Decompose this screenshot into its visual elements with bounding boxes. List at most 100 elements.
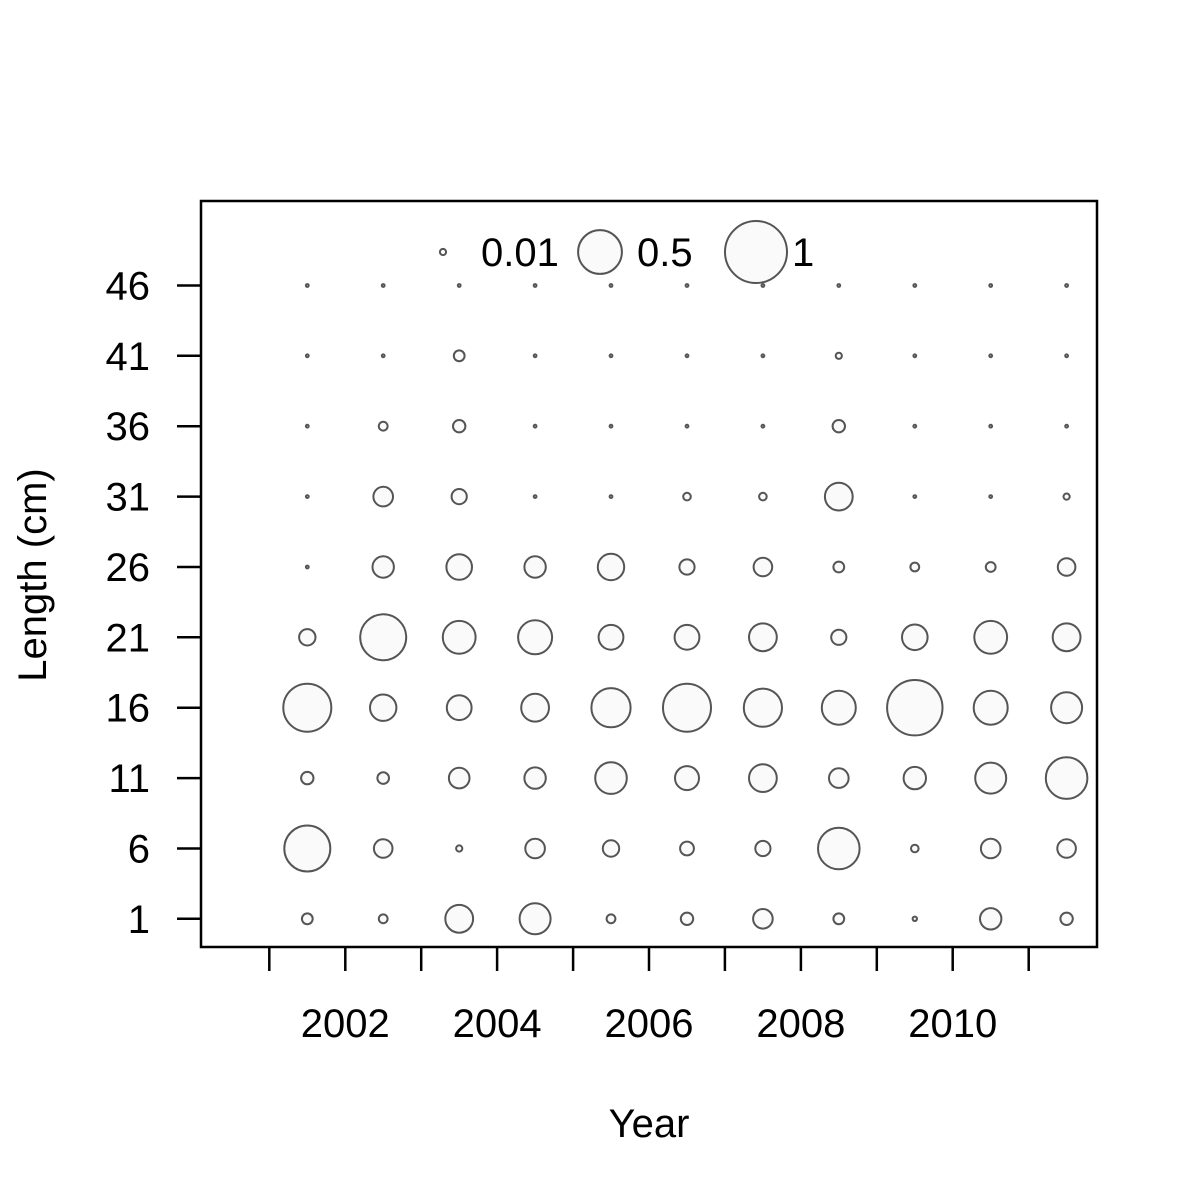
bubble-point <box>979 837 1002 860</box>
x-axis-title: Year <box>609 1102 690 1146</box>
bubble-point <box>520 692 550 723</box>
bubble-point <box>590 687 632 729</box>
bubble-point <box>304 283 310 288</box>
bubble-point <box>532 494 538 500</box>
bubble-point <box>605 913 617 925</box>
x-tick-label: 2004 <box>453 1002 542 1046</box>
bubble-point <box>523 555 547 579</box>
bubble-point <box>380 353 386 359</box>
bubble-point <box>283 824 332 873</box>
bubble-point <box>377 420 389 432</box>
bubble-point <box>1064 423 1069 429</box>
bubble-point <box>984 561 997 573</box>
bubble-point <box>912 353 918 359</box>
bubble-point <box>912 423 918 429</box>
bubble-point <box>973 619 1009 655</box>
bubble-point <box>912 494 918 500</box>
bubble-point <box>684 283 690 288</box>
x-tick-label: 2010 <box>908 1002 997 1046</box>
bubble-point <box>679 840 695 857</box>
y-tick-label: 16 <box>106 687 151 731</box>
bubble-point <box>979 907 1003 931</box>
legend-label: 0.5 <box>637 231 693 275</box>
x-tick-label: 2002 <box>301 1002 390 1046</box>
y-tick-label: 21 <box>106 616 151 660</box>
bubble-point <box>662 682 712 733</box>
y-tick-label: 26 <box>106 546 151 590</box>
bubble-point <box>911 915 918 922</box>
bubble-point <box>1059 911 1074 926</box>
y-tick-label: 11 <box>108 757 150 801</box>
bubble-point <box>682 491 692 502</box>
bubble-point <box>1062 492 1071 501</box>
bubble-point <box>376 771 391 785</box>
bubble-point <box>832 912 846 926</box>
legend: 0.01 0.5 1 <box>438 220 814 284</box>
bubble-point <box>455 844 464 853</box>
bubble-point <box>456 283 462 288</box>
bubble-point <box>594 761 628 795</box>
x-tick-label: 2008 <box>756 1002 845 1046</box>
bubble-point <box>972 689 1009 726</box>
bubble-point <box>828 767 850 789</box>
bubble-point <box>608 494 614 500</box>
bubble-point <box>912 283 918 288</box>
bubble-point <box>282 682 333 733</box>
bubble-point <box>524 837 546 860</box>
bubble-point <box>1050 691 1084 725</box>
bubble-point <box>304 564 310 570</box>
bubble-point <box>886 679 944 737</box>
bubble-point <box>518 902 552 936</box>
bubble-point <box>832 560 846 574</box>
bubble-point <box>752 908 774 930</box>
y-tick-label: 1 <box>128 898 150 942</box>
bubble-point <box>359 613 408 662</box>
bubble-point <box>679 911 695 926</box>
y-tick-label: 41 <box>106 335 151 379</box>
legend-bubble <box>438 247 448 257</box>
bubble-point <box>988 353 994 359</box>
bubble-point <box>902 765 927 791</box>
bubble-point <box>447 766 471 790</box>
bubble-layer <box>282 283 1089 936</box>
bubble-point <box>450 488 468 506</box>
bubble-point <box>760 283 766 288</box>
bubble-point <box>597 623 625 651</box>
bubble-point <box>1056 838 1077 859</box>
bubble-point <box>377 913 389 925</box>
bubble-point <box>901 623 929 652</box>
bubble-point <box>596 552 626 582</box>
bubble-point <box>523 766 547 790</box>
bubble-point <box>452 349 466 363</box>
bubble-point <box>748 763 778 793</box>
bubble-point <box>441 619 477 655</box>
bubble-point <box>988 423 994 429</box>
bubble-point <box>608 423 614 429</box>
bubble-point <box>758 491 768 502</box>
bubble-point <box>601 839 621 858</box>
bubble-point <box>831 419 846 434</box>
legend-label: 1 <box>792 231 814 275</box>
legend-label: 0.01 <box>481 231 559 275</box>
bubble-point <box>300 770 315 786</box>
x-tick-label: 2006 <box>605 1002 694 1046</box>
plot-frame <box>199 199 1099 949</box>
x-axis: 2002 2004 2006 2008 2010 <box>268 947 1030 1046</box>
bubble-point <box>748 622 778 653</box>
bubble-point <box>304 494 310 500</box>
bubble-point <box>532 353 538 359</box>
legend-bubble <box>577 229 623 275</box>
y-tick-label: 46 <box>106 265 151 309</box>
y-axis-title: Length (cm) <box>11 468 55 681</box>
bubble-point <box>823 481 854 512</box>
bubble-point <box>988 494 994 500</box>
bubble-point <box>371 555 395 579</box>
bubble-point <box>974 761 1008 795</box>
bubble-point <box>445 553 474 581</box>
bubble-point <box>684 423 690 429</box>
bubble-point <box>608 353 614 359</box>
bubble-point <box>820 689 857 726</box>
bubble-point <box>444 903 475 934</box>
